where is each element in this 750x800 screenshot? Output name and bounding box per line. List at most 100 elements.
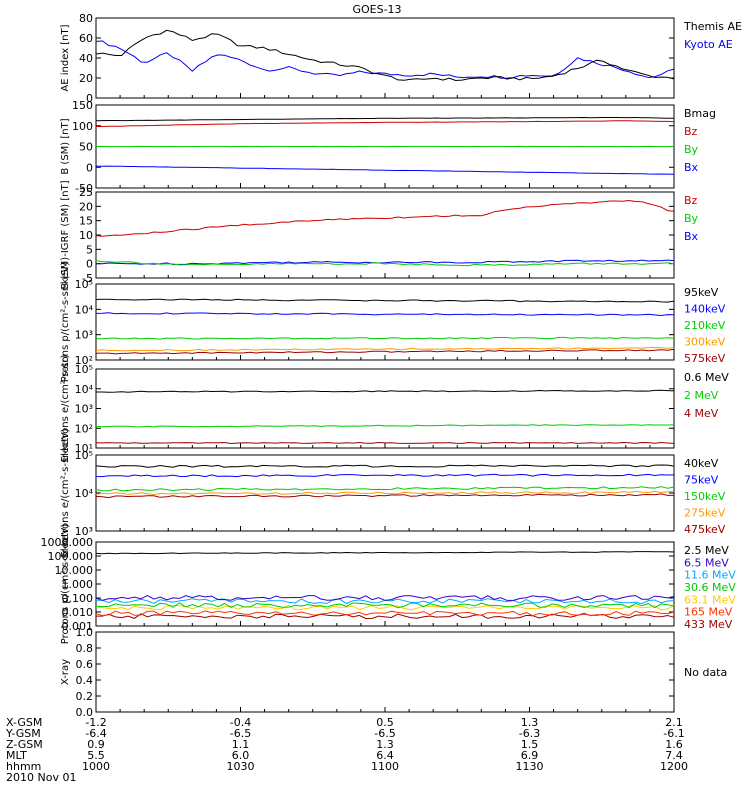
y-tick-label: 10⁴ xyxy=(75,383,94,396)
footer-value: -0.4 xyxy=(230,716,251,729)
series-line-kyoto-ae xyxy=(95,40,675,79)
y-tick-label: 10⁴ xyxy=(75,487,94,500)
footer-value: -6.5 xyxy=(374,727,395,740)
y-tick-label: 10⁴ xyxy=(75,303,94,316)
y-tick-label: 0.8 xyxy=(76,642,94,655)
footer-value: -6.3 xyxy=(519,727,540,740)
y-tick-label: 10⁵ xyxy=(75,449,93,462)
legend-entry: 95keV xyxy=(684,286,719,299)
footer-row-label: hhmm xyxy=(6,760,41,773)
series-line-2-mev xyxy=(95,424,675,428)
y-tick-label: 0.100 xyxy=(62,592,94,605)
y-tick-label: 10³ xyxy=(75,525,93,538)
footer-value: 1000 xyxy=(82,760,110,773)
series-line-275kev xyxy=(95,490,675,496)
footer-value: 5.5 xyxy=(87,749,105,762)
legend-entry: 575keV xyxy=(684,352,726,365)
footer-value: 7.4 xyxy=(665,749,683,762)
series-line-150kev xyxy=(95,486,675,492)
y-tick-label: 10.000 xyxy=(55,564,94,577)
footer-value: 0.9 xyxy=(87,738,105,751)
footer-value: 1.6 xyxy=(665,738,683,751)
series-line-75kev xyxy=(95,473,675,478)
y-tick-label: 10⁵ xyxy=(75,363,93,376)
y-tick-label: 0.4 xyxy=(76,674,94,687)
series-line-140kev xyxy=(95,312,675,317)
y-axis-label: Electrons e/(cm²-s-sr) xyxy=(60,355,71,463)
series-line-bz xyxy=(96,120,675,127)
panel-frame xyxy=(95,17,675,99)
y-tick-label: 10⁵ xyxy=(75,278,93,291)
legend-entry: 40keV xyxy=(684,457,719,470)
panel-frame xyxy=(95,631,675,713)
legend-entry: 433 MeV xyxy=(684,618,733,631)
y-tick-label: 0 xyxy=(86,92,93,105)
legend-entry: Bx xyxy=(684,230,699,243)
y-tick-label: 20 xyxy=(79,72,93,85)
series-line-bx xyxy=(95,165,675,175)
series-line-40kev xyxy=(95,464,675,468)
y-tick-label: 10² xyxy=(75,354,93,367)
panel-4: 10⁵ 10⁴ 10³ 10² Protons p/(cm²-s-sr-keV) 95ke… xyxy=(60,262,726,383)
legend-entry: 4 MeV xyxy=(684,407,719,420)
legend-entry: 275keV xyxy=(684,507,726,520)
y-tick-label: 100.000 xyxy=(48,550,94,563)
series-line-210kev xyxy=(95,336,675,340)
series-line-575kev xyxy=(95,348,675,355)
y-tick-label: 0.0 xyxy=(76,706,94,719)
y-axis-label: Protons p/(cm²-s-sr-keV) xyxy=(60,262,71,383)
series-line-themis-ae xyxy=(95,29,675,82)
y-tick-label: 0 xyxy=(86,258,93,271)
footer-row-label: Y-GSM xyxy=(5,727,41,740)
y-tick-label: 60 xyxy=(79,32,93,45)
legend-entry: 75keV xyxy=(684,474,719,487)
series-line-95kev xyxy=(95,298,675,303)
panel-1: 80 60 40 20 0 AE index [nT] Themis AE Kyoto AE xyxy=(60,12,742,105)
legend-entry: 300keV xyxy=(684,336,726,349)
y-tick-label: 0.6 xyxy=(76,658,94,671)
panel-5: 10⁵ 10⁴ 10³ 10² 10¹ Electrons e/(cm²-s-sr) 0.6… xyxy=(60,355,729,463)
footer-value: 1200 xyxy=(660,760,688,773)
legend-entry: 140keV xyxy=(684,303,726,316)
y-tick-label: 0.010 xyxy=(62,606,94,619)
y-tick-label: -5 xyxy=(82,272,93,285)
footer-row-label: Z-GSM xyxy=(6,738,43,751)
y-tick-label: 0 xyxy=(86,161,93,174)
legend-entry: 210keV xyxy=(684,319,726,332)
y-axis-label: B (SM)-IGRF (SM) [nT] xyxy=(60,180,71,289)
y-tick-label: 50 xyxy=(79,141,93,154)
legend-entry: Bz xyxy=(684,194,698,207)
legend-entry: Kyoto AE xyxy=(684,38,733,51)
footer-value: 6.9 xyxy=(521,749,539,762)
y-tick-label: 10 xyxy=(79,229,93,242)
footer-value: -6.1 xyxy=(663,727,684,740)
series-line-475kev xyxy=(95,493,674,499)
series-line-300kev xyxy=(95,346,675,352)
footer-value: 1.5 xyxy=(521,738,539,751)
legend-entry: By xyxy=(684,143,699,156)
y-tick-label: 150 xyxy=(72,99,93,112)
y-tick-label: -50 xyxy=(75,182,93,195)
y-tick-label: 1.000 xyxy=(62,578,94,591)
legend-entry: Themis AE xyxy=(683,20,742,33)
y-tick-label: 5 xyxy=(86,243,93,256)
y-tick-label: 100 xyxy=(72,120,93,133)
legend-entry: By xyxy=(684,212,699,225)
legend-entry: Bx xyxy=(684,161,699,174)
chart-title: GOES-13 xyxy=(352,3,401,16)
y-tick-label: 15 xyxy=(79,215,93,228)
y-tick-label: 10³ xyxy=(75,329,93,342)
panel-7: 1000.000100.00010.0001.0000.1000.0100.00… xyxy=(41,524,737,645)
y-tick-label: 10² xyxy=(75,422,93,435)
legend-entry: 475keV xyxy=(684,523,726,536)
legend-entry: 2.5 MeV xyxy=(684,544,729,557)
series-line-30.6-mev xyxy=(95,602,675,609)
footer-row-label: MLT xyxy=(6,749,27,762)
legend-entry: 165 MeV xyxy=(684,606,733,619)
panel-8: 1.0 0.8 0.6 0.4 0.2 0.0 X-ray No data xyxy=(60,626,727,719)
series-line-bmag xyxy=(95,116,675,122)
footer-row-label: 2010 Nov 01 xyxy=(6,771,76,784)
